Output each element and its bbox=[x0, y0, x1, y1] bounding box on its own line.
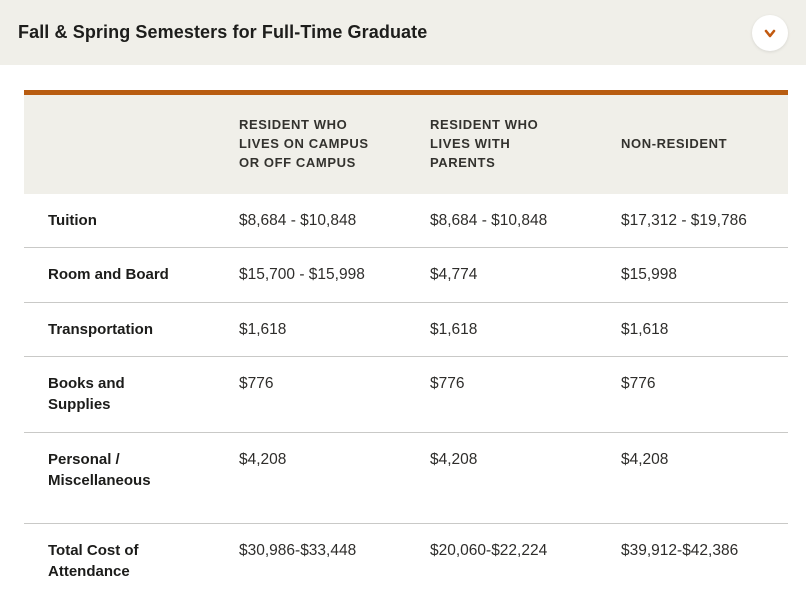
cell-value: $1,618 bbox=[621, 320, 669, 338]
table-header-row: RESIDENT WHO LIVES ON CAMPUS OR OFF CAMP… bbox=[24, 95, 788, 194]
row-label: Personal / Miscellaneous bbox=[48, 450, 151, 489]
accordion-toggle-button[interactable] bbox=[752, 14, 788, 51]
cell-value: $4,208 bbox=[621, 450, 669, 468]
header-cell-empty bbox=[24, 95, 215, 194]
cell-value: $8,684 - $10,848 bbox=[239, 212, 357, 229]
column-header-label: NON-RESIDENT bbox=[621, 136, 728, 152]
cell-value: $776 bbox=[239, 375, 274, 393]
row-label: Room and Board bbox=[48, 266, 169, 284]
table-row-transportation: Transportation $1,618 $1,618 $1,618 bbox=[24, 302, 788, 356]
table-row-books-supplies: Books and Supplies $776 $776 $776 bbox=[24, 356, 788, 432]
table-row-personal-misc: Personal / Miscellaneous $4,208 $4,208 $… bbox=[24, 432, 788, 523]
cell-value: $30,986-$33,448 bbox=[239, 541, 357, 559]
column-header-label: RESIDENT WHO LIVES ON CAMPUS OR OFF CAMP… bbox=[239, 117, 369, 170]
cell-value: $4,208 bbox=[430, 450, 478, 468]
cell-value: $8,684 - $10,848 bbox=[430, 212, 548, 229]
accordion-header[interactable]: Fall & Spring Semesters for Full-Time Gr… bbox=[0, 0, 806, 65]
cell-value: $776 bbox=[430, 375, 465, 393]
cell-value: $4,774 bbox=[430, 266, 478, 284]
cost-table: RESIDENT WHO LIVES ON CAMPUS OR OFF CAMP… bbox=[24, 95, 788, 601]
row-label: Books and Supplies bbox=[48, 375, 125, 414]
chevron-down-icon bbox=[762, 25, 778, 41]
cell-value: $15,700 - $15,998 bbox=[239, 266, 365, 284]
table-row-total-cost: Total Cost of Attendance $30,986-$33,448… bbox=[24, 523, 788, 601]
cell-value: $1,618 bbox=[430, 320, 478, 338]
cell-value: $1,618 bbox=[239, 320, 287, 338]
header-cell-resident-parents: RESIDENT WHO LIVES WITH PARENTS bbox=[406, 95, 597, 194]
row-label: Total Cost of Attendance bbox=[48, 541, 139, 580]
cost-table-container: RESIDENT WHO LIVES ON CAMPUS OR OFF CAMP… bbox=[24, 90, 788, 601]
cell-value: $20,060-$22,224 bbox=[430, 541, 548, 559]
table-row-tuition: Tuition $8,684 - $10,848 $8,684 - $10,84… bbox=[24, 194, 788, 248]
header-cell-resident-campus: RESIDENT WHO LIVES ON CAMPUS OR OFF CAMP… bbox=[215, 95, 406, 194]
cell-value: $776 bbox=[621, 375, 656, 393]
row-label: Tuition bbox=[48, 212, 97, 229]
cell-value: $4,208 bbox=[239, 450, 287, 468]
cell-value: $17,312 - $19,786 bbox=[621, 212, 747, 229]
row-label: Transportation bbox=[48, 320, 154, 338]
table-row-room-board: Room and Board $15,700 - $15,998 $4,774 … bbox=[24, 247, 788, 302]
accordion-title: Fall & Spring Semesters for Full-Time Gr… bbox=[18, 22, 428, 42]
cell-value: $39,912-$42,386 bbox=[621, 541, 739, 559]
cell-value: $15,998 bbox=[621, 266, 678, 284]
column-header-label: RESIDENT WHO LIVES WITH PARENTS bbox=[430, 117, 539, 170]
header-cell-non-resident: NON-RESIDENT bbox=[597, 95, 788, 194]
